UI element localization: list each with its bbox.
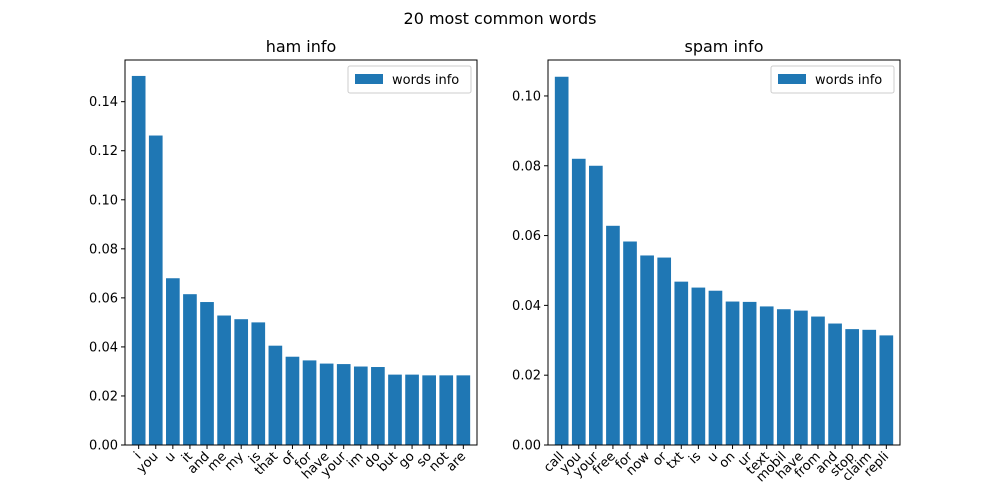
bar-me bbox=[217, 315, 231, 445]
x-tick-label: on bbox=[716, 449, 738, 471]
chart-title: ham info bbox=[266, 37, 337, 56]
bar-you bbox=[148, 135, 163, 445]
bar-so bbox=[422, 375, 436, 445]
plot-frame bbox=[124, 59, 478, 446]
y-tick-label: 0.02 bbox=[89, 389, 118, 404]
y-tick-label: 0.06 bbox=[89, 291, 118, 306]
bar-free bbox=[606, 225, 620, 445]
y-tick-label: 0.06 bbox=[512, 229, 541, 244]
y-tick-label: 0.00 bbox=[512, 439, 541, 454]
bar-your bbox=[336, 364, 351, 445]
figure-title: 20 most common words bbox=[404, 9, 597, 28]
y-tick-label: 0.04 bbox=[89, 340, 118, 355]
x-tick-label: is bbox=[686, 449, 704, 467]
bar-of bbox=[285, 356, 300, 445]
bar-for bbox=[623, 241, 637, 445]
y-tick-label: 0.08 bbox=[89, 242, 118, 257]
bar-u bbox=[166, 278, 180, 445]
chart-ham: ham info 0.00 0.02 0.04 0.06 0.08 0.10 0.12 0.1… bbox=[89, 37, 478, 482]
x-tick-label: txt bbox=[664, 449, 687, 472]
y-tick-label: 0.10 bbox=[89, 193, 118, 208]
bar-ur bbox=[742, 301, 757, 445]
bar-that bbox=[268, 345, 283, 445]
bar-and bbox=[828, 323, 842, 445]
x-tick-label: are bbox=[444, 449, 469, 474]
bar-do bbox=[371, 367, 385, 445]
bar-or bbox=[657, 257, 672, 445]
bar-from bbox=[811, 316, 825, 445]
y-tick-label: 0.02 bbox=[512, 369, 541, 384]
bar-stop bbox=[845, 329, 859, 445]
y-tick-label: 0.14 bbox=[89, 95, 118, 110]
legend-box bbox=[770, 65, 895, 94]
chart-spam: spam info 0.00 0.02 0.04 0.06 0.08 0.10 cally… bbox=[512, 37, 901, 485]
x-tick-label: my bbox=[222, 449, 247, 474]
legend-box bbox=[347, 65, 472, 94]
bar-im bbox=[353, 366, 368, 445]
legend: words info bbox=[770, 65, 895, 94]
bar-claim bbox=[862, 329, 877, 445]
y-tick-label: 0.00 bbox=[89, 439, 118, 454]
legend-label: words info bbox=[392, 73, 459, 88]
bar-are bbox=[456, 375, 471, 445]
bar-my bbox=[234, 319, 249, 445]
bar-series bbox=[554, 76, 894, 446]
bar-and bbox=[200, 302, 214, 445]
bar-it bbox=[183, 294, 197, 445]
y-tick-label: 0.04 bbox=[512, 299, 541, 314]
x-tick-label: you bbox=[134, 449, 161, 476]
bar-is bbox=[691, 287, 706, 445]
legend-label: words info bbox=[815, 73, 882, 88]
bar-your bbox=[589, 165, 603, 445]
bar-now bbox=[640, 255, 654, 445]
x-tick-label: u bbox=[162, 449, 178, 465]
y-tick-label: 0.12 bbox=[89, 144, 118, 159]
bar-call bbox=[554, 76, 569, 445]
legend-swatch bbox=[778, 74, 806, 84]
bar-is bbox=[251, 322, 266, 445]
bar-mobil bbox=[776, 309, 791, 445]
bar-i bbox=[131, 75, 146, 446]
bar-repli bbox=[879, 335, 894, 445]
legend: words info bbox=[347, 65, 472, 94]
bar-go bbox=[405, 374, 419, 445]
bar-u bbox=[708, 290, 723, 445]
y-tick-label: 0.10 bbox=[512, 89, 541, 104]
bar-but bbox=[388, 374, 402, 445]
plot-frame bbox=[547, 59, 901, 446]
y-axis-ticks: 0.00 0.02 0.04 0.06 0.08 0.10 bbox=[512, 89, 548, 454]
y-tick-label: 0.08 bbox=[512, 159, 541, 174]
bar-txt bbox=[674, 281, 689, 445]
y-axis-ticks: 0.00 0.02 0.04 0.06 0.08 0.10 0.12 0.14 bbox=[89, 95, 125, 454]
legend-swatch bbox=[355, 74, 383, 84]
bar-not bbox=[439, 375, 454, 445]
chart-title: spam info bbox=[685, 37, 764, 56]
bar-text bbox=[759, 306, 774, 445]
bar-have bbox=[794, 310, 808, 445]
bar-you bbox=[571, 158, 586, 446]
bar-on bbox=[725, 301, 740, 445]
bar-for bbox=[302, 360, 317, 445]
bar-have bbox=[319, 363, 334, 445]
bar-series bbox=[131, 75, 471, 446]
